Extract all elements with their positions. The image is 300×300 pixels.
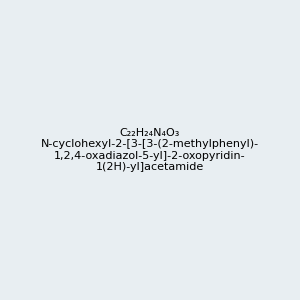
Text: C₂₂H₂₄N₄O₃
N-cyclohexyl-2-[3-[3-(2-methylphenyl)-
1,2,4-oxadiazol-5-yl]-2-oxopyr: C₂₂H₂₄N₄O₃ N-cyclohexyl-2-[3-[3-(2-methy…	[41, 128, 259, 172]
